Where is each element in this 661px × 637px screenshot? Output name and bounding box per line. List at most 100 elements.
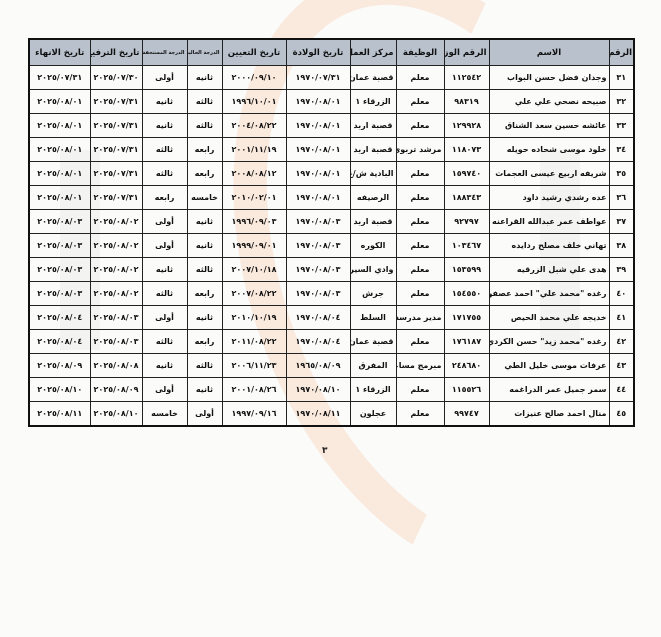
cell-col-job: مرشد تربوي (395, 137, 445, 162)
cell-col-end-date: ٢٠٢٥/٠٧/٣١ (28, 65, 91, 90)
page-number: ٣ (322, 446, 328, 456)
cell-col-name: تهاني خلف مصلح ردايده (488, 233, 610, 258)
table-row: ٤٠ رغده "محمد علي" احمد عصفوره ١٥٤٥٥٠ معلم ج… (28, 281, 635, 306)
cell-col-promotion-date: ٢٠٢٥/٠٨/٠٣ (89, 305, 143, 330)
cell-col-end-date: ٢٠٢٥/٠٨/٠٤ (28, 329, 91, 354)
cell-col-name: منال احمد صالح عنيزات (488, 401, 610, 427)
cell-col-number: ٤٣ (608, 353, 635, 378)
cell-col-job: معلم (395, 65, 445, 90)
cell-col-number: ٣١ (608, 65, 635, 90)
cell-col-job: معلم (395, 161, 445, 186)
cell-col-end-date: ٢٠٢٥/٠٨/٠٣ (28, 281, 91, 306)
cell-col-ministry-id: ١٠٣٤٦٧ (443, 233, 490, 258)
cell-col-birth-date: ١٩٧٠/٠٨/٠١ (285, 161, 351, 186)
cell-col-appointment-date: ٢٠١٠/١٠/١٩ (221, 305, 287, 330)
header-col-number: الرقم (608, 38, 635, 66)
cell-col-current-grade: رابعه (186, 281, 223, 306)
cell-col-due-grade: أولى (141, 209, 188, 234)
cell-col-end-date: ٢٠٢٥/٠٨/٠٣ (28, 233, 91, 258)
cell-col-ministry-id: ١٧١٧٥٥ (443, 305, 490, 330)
cell-col-current-grade: رابعه (186, 137, 223, 162)
cell-col-number: ٤٢ (608, 329, 635, 354)
cell-col-birth-date: ١٩٧٠/٠٨/٠٣ (285, 233, 351, 258)
cell-col-due-grade: أولى (141, 233, 188, 258)
cell-col-appointment-date: ٢٠٠٤/٠٨/٢٢ (221, 113, 287, 138)
cell-col-end-date: ٢٠٢٥/٠٨/٠١ (28, 113, 91, 138)
cell-col-number: ٤٤ (608, 377, 635, 402)
cell-col-birth-date: ١٩٧٠/٠٧/٣١ (285, 65, 351, 90)
cell-col-promotion-date: ٢٠٢٥/٠٧/٣١ (89, 113, 143, 138)
cell-col-due-grade: ثالثه (141, 137, 188, 162)
cell-col-name: عواطف عمر عبدالله القراعنه (488, 209, 610, 234)
header-col-current-grade: الدرجة الحالية (186, 38, 223, 66)
header-col-ministry-id: الرقم الوزاري (443, 38, 490, 66)
cell-col-workplace: الزرقاء ١ (349, 89, 397, 114)
cell-col-appointment-date: ٢٠١١/٠٨/٢٢ (221, 329, 287, 354)
cell-col-number: ٣٩ (608, 257, 635, 282)
cell-col-name: هدى علي شبل الزرقيه (488, 257, 610, 282)
cell-col-workplace: الكوره (349, 233, 397, 258)
cell-col-end-date: ٢٠٢٥/٠٨/٠١ (28, 161, 91, 186)
cell-col-current-grade: ثالثه (186, 89, 223, 114)
cell-col-number: ٣٧ (608, 209, 635, 234)
cell-col-job: معلم (395, 329, 445, 354)
cell-col-number: ٤١ (608, 305, 635, 330)
cell-col-appointment-date: ٢٠٠١/١١/١٩ (221, 137, 287, 162)
cell-col-job: معلم (395, 209, 445, 234)
cell-col-birth-date: ١٩٧٠/٠٨/٠٣ (285, 281, 351, 306)
cell-col-current-grade: ثالثه (186, 113, 223, 138)
cell-col-birth-date: ١٩٧٠/٠٨/٠١ (285, 89, 351, 114)
table-row: ٣٨ تهاني خلف مصلح ردايده ١٠٣٤٦٧ معلم الكوره ١… (28, 233, 635, 258)
cell-col-workplace: السلط (349, 305, 397, 330)
cell-col-current-grade: رابعه (186, 329, 223, 354)
cell-col-number: ٣٢ (608, 89, 635, 114)
cell-col-birth-date: ١٩٧٠/٠٨/٠١ (285, 137, 351, 162)
header-col-birth-date: تاريخ الولادة (285, 38, 351, 66)
cell-col-workplace: الزرقاء ١ (349, 377, 397, 402)
cell-col-appointment-date: ١٩٩٦/١٠/٠١ (221, 89, 287, 114)
cell-col-job: مبرمج مساعد (395, 353, 445, 378)
cell-col-promotion-date: ٢٠٢٥/٠٧/٣١ (89, 137, 143, 162)
cell-col-end-date: ٢٠٢٥/٠٨/٠٤ (28, 305, 91, 330)
cell-col-end-date: ٢٠٢٥/٠٨/٠١ (28, 137, 91, 162)
cell-col-birth-date: ١٩٧٠/٠٨/٠١ (285, 113, 351, 138)
cell-col-job: معلم (395, 233, 445, 258)
cell-col-birth-date: ١٩٧٠/٠٨/٠٤ (285, 305, 351, 330)
cell-col-birth-date: ١٩٦٥/٠٨/٠٩ (285, 353, 351, 378)
cell-col-ministry-id: ١٧٦١٨٧ (443, 329, 490, 354)
cell-col-appointment-date: ٢٠٠٦/١١/٢٣ (221, 353, 287, 378)
header-col-due-grade: الدرجة المستحقة (141, 38, 188, 66)
cell-col-promotion-date: ٢٠٢٥/٠٨/١٠ (89, 401, 143, 427)
cell-col-promotion-date: ٢٠٢٥/٠٨/٠٢ (89, 209, 143, 234)
cell-col-job: مدير مدرسة (395, 305, 445, 330)
cell-col-ministry-id: ١٨٨٣٤٣ (443, 185, 490, 210)
cell-col-name: شريفه اربيع عيسى العجمات (488, 161, 610, 186)
cell-col-promotion-date: ٢٠٢٥/٠٨/٠٩ (89, 377, 143, 402)
table-row: ٣١ وجدان فضل حسن البواب ١١٢٥٤٢ معلم قصبة عما… (28, 65, 635, 90)
cell-col-due-grade: أولى (141, 305, 188, 330)
header-col-name: الاسم (488, 38, 610, 66)
cell-col-workplace: البادية ش/غ (349, 161, 397, 186)
cell-col-promotion-date: ٢٠٢٥/٠٨/٠٢ (89, 257, 143, 282)
cell-col-number: ٣٣ (608, 113, 635, 138)
cell-col-current-grade: ثالثه (186, 353, 223, 378)
cell-col-name: وجدان فضل حسن البواب (488, 65, 610, 90)
cell-col-job: معلم (395, 113, 445, 138)
cell-col-current-grade: خامسه (186, 185, 223, 210)
table-row: ٣٢ صبيحه نصحي علي علي ٩٨٣١٩ معلم الزرقاء ١ ١٩… (28, 89, 635, 114)
cell-col-ministry-id: ١١٨٠٧٣ (443, 137, 490, 162)
cell-col-job: معلم (395, 377, 445, 402)
cell-col-current-grade: رابعه (186, 161, 223, 186)
cell-col-number: ٤٠ (608, 281, 635, 306)
cell-col-name: عرفات موسى خليل الطي (488, 353, 610, 378)
cell-col-ministry-id: ٩٢٧٩٧ (443, 209, 490, 234)
cell-col-current-grade: ثانيه (186, 233, 223, 258)
cell-col-number: ٤٥ (608, 401, 635, 427)
cell-col-job: معلم (395, 185, 445, 210)
header-col-workplace: مركز العمل (349, 38, 397, 66)
table-row: ٣٧ عواطف عمر عبدالله القراعنه ٩٢٧٩٧ معلم قصب… (28, 209, 635, 234)
cell-col-due-grade: ثانيه (141, 113, 188, 138)
cell-col-ministry-id: ١٥٤٥٥٠ (443, 281, 490, 306)
cell-col-birth-date: ١٩٧٠/٠٨/٠٣ (285, 209, 351, 234)
cell-col-end-date: ٢٠٢٥/٠٨/٠٣ (28, 257, 91, 282)
